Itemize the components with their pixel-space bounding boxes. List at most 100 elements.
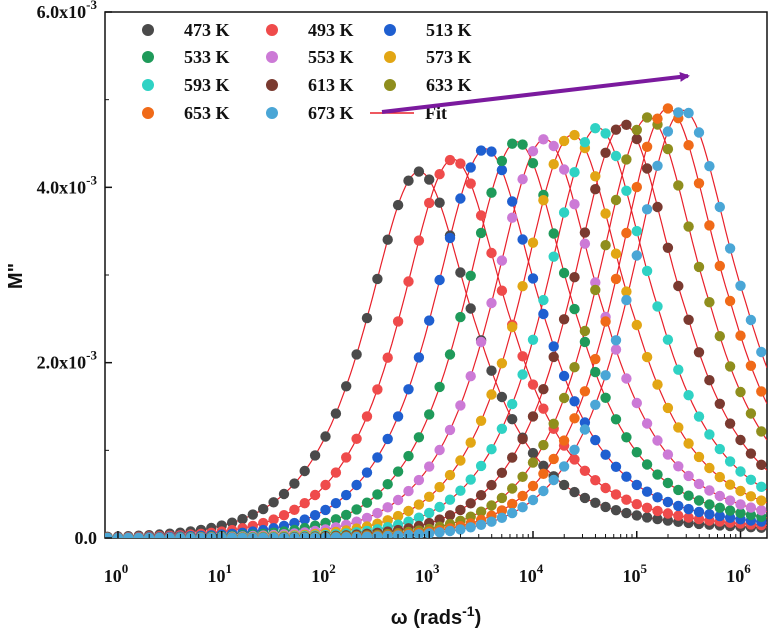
data-point [382,352,393,363]
data-point [631,479,642,491]
data-point [735,499,746,510]
data-point [424,315,435,326]
data-point [631,133,642,145]
data-point [392,316,404,327]
legend-marker [384,51,396,63]
data-point [735,280,746,291]
data-point [714,398,725,409]
legend-marker [142,79,154,91]
data-point [309,450,321,461]
data-point [164,532,175,538]
data-point [548,140,559,152]
data-point [693,506,705,518]
data-point [683,438,694,449]
data-point [444,349,456,360]
data-point [486,187,497,198]
data-point [600,501,611,513]
data-point [403,450,414,462]
data-point [475,415,487,426]
data-points [105,103,767,538]
data-point [756,495,767,506]
data-point [527,379,539,390]
data-point [558,479,570,491]
data-point [309,510,321,521]
data-point [631,510,642,521]
data-point [320,431,331,442]
data-point [133,532,144,538]
data-point [662,477,674,489]
x-axis-title-sup: -1 [462,603,475,619]
data-point [590,284,601,296]
data-point [413,235,425,246]
data-point [652,492,663,503]
data-point [496,285,508,296]
data-point [444,469,456,481]
data-point [392,466,404,477]
data-point [455,400,466,411]
data-point [226,532,238,538]
data-point [652,113,663,124]
data-point [683,107,694,119]
data-point [403,384,414,395]
data-point [558,207,570,218]
legend-label: 633 K [426,75,472,95]
data-point [517,139,528,150]
data-point [683,140,694,151]
data-point [351,433,362,444]
data-point [465,162,476,173]
legend-marker [266,79,278,91]
data-point [579,137,591,148]
data-point [673,107,684,118]
data-point [579,336,591,348]
data-point [361,497,373,508]
data-point [600,316,611,327]
data-point [486,389,497,400]
data-point [610,273,622,285]
data-point [258,532,269,538]
data-point [527,457,539,468]
data-point [631,225,642,237]
data-point [309,489,321,501]
data-point [693,347,705,358]
data-point [527,237,539,248]
data-point [278,488,290,500]
data-point [662,103,674,114]
data-point [548,159,559,170]
legend: 473 K 493 K 513 K 533 K 553 K 573 K 593 K 613 K… [142,20,472,123]
data-point [538,439,549,451]
data-point [496,358,508,369]
data-point [621,471,632,482]
data-point [610,489,622,500]
data-point [756,346,767,358]
data-point [413,499,425,510]
data-point [154,532,165,538]
data-point [341,381,352,392]
data-point [621,494,632,505]
data-point [569,199,580,210]
data-point [268,497,279,508]
data-point [704,485,715,496]
data-point [517,433,528,445]
data-point [724,505,736,516]
legend-label: 493 K [308,20,354,40]
data-point [424,409,435,420]
data-point [745,474,757,485]
data-point [610,461,622,472]
data-point [413,512,425,523]
data-point [361,512,373,524]
data-point [486,444,497,455]
legend-marker [384,79,396,91]
data-point [455,193,466,204]
data-point [413,432,425,443]
data-point [652,505,663,517]
data-point [475,210,487,221]
data-point [372,452,383,463]
data-point [590,434,601,446]
data-point [538,294,549,306]
legend-marker [384,24,396,36]
x-tick-label: 103 [415,561,440,586]
data-point [496,512,508,523]
data-point [621,227,632,239]
data-point [548,341,559,352]
data-point [683,470,694,482]
